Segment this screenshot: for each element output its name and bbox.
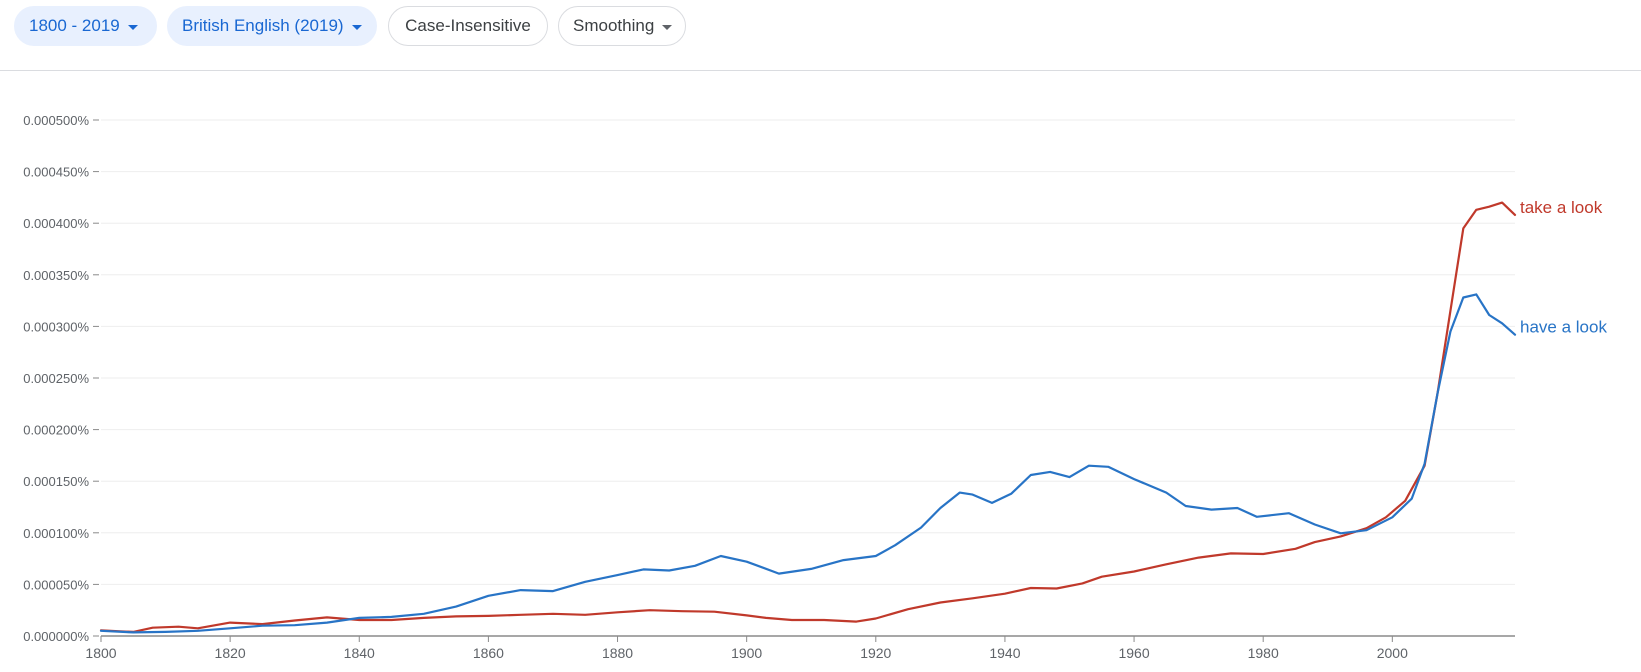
y-tick-label: 0.000500% — [23, 113, 89, 128]
y-tick-label: 0.000100% — [23, 526, 89, 541]
series-label-take-a-look[interactable]: take a look — [1520, 198, 1603, 217]
smoothing-label: Smoothing — [573, 16, 655, 35]
y-tick-label: 0.000200% — [23, 423, 89, 438]
chevron-down-icon — [662, 24, 673, 30]
x-tick-label: 1880 — [602, 645, 633, 661]
x-tick-label: 1860 — [473, 645, 504, 661]
y-tick-label: 0.000350% — [23, 268, 89, 283]
series-label-have-a-look[interactable]: have a look — [1520, 318, 1607, 337]
chevron-down-icon — [127, 24, 138, 30]
toolbar: 1800 - 2019 British English (2019) Case-… — [0, 0, 1641, 71]
smoothing-dropdown[interactable]: Smoothing — [558, 6, 686, 46]
y-tick-label: 0.000450% — [23, 165, 89, 180]
x-tick-label: 1840 — [344, 645, 375, 661]
corpus-label: British English (2019) — [182, 16, 344, 35]
y-tick-label: 0.000300% — [23, 319, 89, 334]
x-tick-label: 1800 — [85, 645, 116, 661]
x-tick-label: 1920 — [860, 645, 891, 661]
y-tick-label: 0.000050% — [23, 577, 89, 592]
x-tick-label: 1980 — [1248, 645, 1279, 661]
y-tick-label: 0.000150% — [23, 474, 89, 489]
year-range-label: 1800 - 2019 — [29, 16, 120, 35]
x-tick-label: 1940 — [989, 645, 1020, 661]
x-tick-label: 1960 — [1118, 645, 1149, 661]
year-range-dropdown[interactable]: 1800 - 2019 — [14, 6, 157, 46]
x-tick-label: 1820 — [215, 645, 246, 661]
y-tick-label: 0.000000% — [23, 629, 89, 644]
y-tick-label: 0.000400% — [23, 216, 89, 231]
y-tick-label: 0.000250% — [23, 371, 89, 386]
case-insensitive-label: Case-Insensitive — [405, 16, 531, 35]
x-tick-label: 1900 — [731, 645, 762, 661]
series-line-take-a-look[interactable] — [99, 201, 1517, 633]
x-tick-label: 2000 — [1377, 645, 1408, 661]
chevron-down-icon — [351, 24, 362, 30]
series-line-have-a-look[interactable] — [99, 293, 1517, 634]
case-insensitive-toggle[interactable]: Case-Insensitive — [388, 6, 548, 46]
corpus-dropdown[interactable]: British English (2019) — [167, 6, 377, 46]
